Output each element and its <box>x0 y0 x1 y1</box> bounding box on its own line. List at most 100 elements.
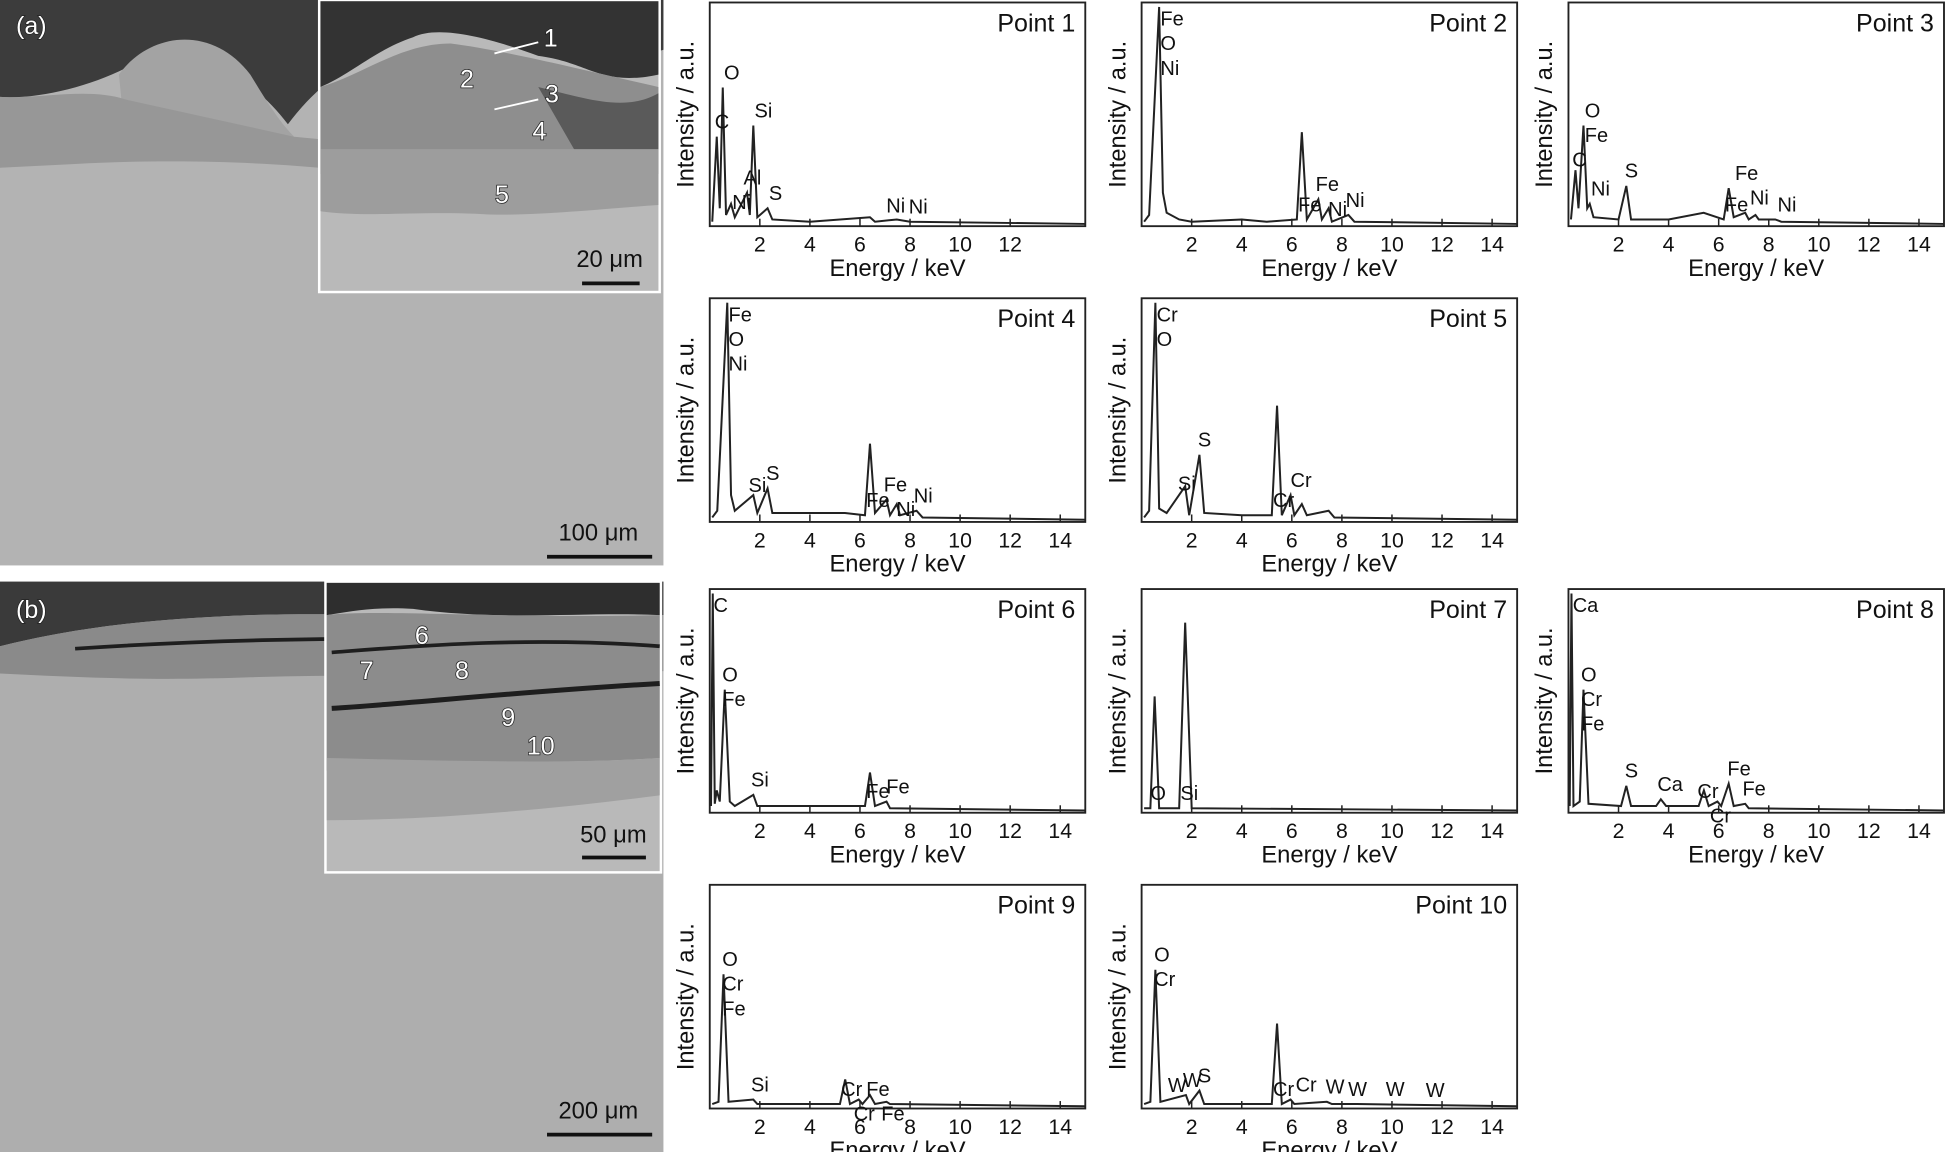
point-marker: 7 <box>360 657 374 685</box>
x-tick-label: 4 <box>804 1116 816 1139</box>
x-tick-label: 10 <box>1807 234 1831 257</box>
x-tick-label: 14 <box>1048 820 1072 843</box>
peak-label: O <box>722 665 738 687</box>
peak-label: C <box>1572 150 1586 172</box>
peak-label: O <box>1581 665 1597 687</box>
x-tick-label: 12 <box>998 820 1022 843</box>
x-tick-label: 10 <box>1380 820 1404 843</box>
point-marker: 10 <box>527 733 555 761</box>
spectrum-line <box>1143 6 1518 225</box>
x-tick-label: 12 <box>998 529 1022 552</box>
x-tick-label: 14 <box>1048 1116 1072 1139</box>
x-tick-label: 8 <box>904 529 916 552</box>
micrograph-b <box>0 580 664 1152</box>
plot-frame <box>1140 883 1519 1110</box>
y-axis-label: Intensity / a.u. <box>673 337 699 484</box>
x-tick-label: 10 <box>948 1116 972 1139</box>
chart-title: Point 4 <box>997 305 1075 333</box>
x-tick-label: 4 <box>804 529 816 552</box>
x-axis-label: Energy / keV <box>829 256 965 282</box>
chart-title: Point 7 <box>1429 596 1507 624</box>
y-axis-label: Intensity / a.u. <box>1105 337 1131 484</box>
y-axis-label: Intensity / a.u. <box>1532 41 1558 188</box>
plot-frame <box>1140 297 1519 523</box>
panel-label: (b) <box>16 596 47 624</box>
peak-label: Ni <box>732 192 751 214</box>
peak-label: Fe <box>729 304 752 326</box>
peak-label: O <box>1154 945 1170 967</box>
peak-label: S <box>1198 1065 1211 1087</box>
plot-frame <box>1140 588 1519 814</box>
x-tick-label: 6 <box>854 820 866 843</box>
x-tick-label: 8 <box>1763 234 1775 257</box>
plot-frame <box>708 297 1087 523</box>
peak-label: Si <box>755 100 773 122</box>
peak-label: S <box>1625 761 1638 783</box>
peak-label: W <box>1183 1070 1202 1092</box>
point-marker: 1 <box>544 24 558 52</box>
peak-label: Fe <box>722 689 745 711</box>
x-tick-label: 8 <box>1336 820 1348 843</box>
x-tick-label: 10 <box>948 234 972 257</box>
chart-title: Point 3 <box>1856 10 1934 38</box>
x-axis-label: Energy / keV <box>1688 256 1824 282</box>
peak-label: Ni <box>886 196 905 218</box>
y-axis-label: Intensity / a.u. <box>1105 923 1131 1070</box>
x-axis-label: Energy / keV <box>829 1138 965 1152</box>
peak-label: Cr <box>1273 1079 1294 1101</box>
peak-label: Si <box>1180 783 1198 805</box>
peak-label: Cr <box>841 1079 862 1101</box>
spectrum-line <box>711 974 1086 1108</box>
point-marker: 5 <box>495 181 509 209</box>
spectrum-line <box>1568 593 1945 812</box>
peak-label: Fe <box>1298 194 1321 216</box>
peak-label: Si <box>751 1074 769 1096</box>
x-tick-label: 6 <box>854 1116 866 1139</box>
x-tick-label: 14 <box>1907 234 1931 257</box>
x-tick-label: 10 <box>1380 529 1404 552</box>
x-tick-label: 6 <box>854 529 866 552</box>
peak-label: Fe <box>866 490 889 512</box>
peak-label: Fe <box>866 1079 889 1101</box>
peak-label: Cr <box>1697 781 1718 803</box>
x-tick-label: 6 <box>1286 1116 1298 1139</box>
plot-frame <box>708 588 1087 814</box>
peak-label: O <box>729 329 745 351</box>
x-tick-label: 10 <box>948 820 972 843</box>
x-tick-label: 2 <box>754 234 766 257</box>
peak-label: O <box>724 62 740 84</box>
x-axis-label: Energy / keV <box>1261 1138 1397 1152</box>
peak-label: Fe <box>1585 125 1608 147</box>
peak-label: Fe <box>884 474 907 496</box>
x-tick-label: 8 <box>1336 1116 1348 1139</box>
point-marker: 9 <box>501 704 515 732</box>
peak-label: O <box>1157 329 1173 351</box>
x-tick-label: 12 <box>998 234 1022 257</box>
peak-label: Cr <box>1710 806 1731 828</box>
peak-label: S <box>766 463 779 485</box>
x-tick-label: 12 <box>1430 234 1454 257</box>
x-tick-label: 8 <box>1763 820 1775 843</box>
peak-label: Cr <box>854 1104 875 1126</box>
x-tick-label: 10 <box>1807 820 1831 843</box>
peak-label: W <box>1426 1080 1445 1102</box>
peak-label: Fe <box>1316 174 1339 196</box>
spectrum-line <box>1143 969 1518 1108</box>
peak-label: Cr <box>1581 689 1602 711</box>
peak-label: Ni <box>1591 179 1610 201</box>
x-tick-label: 12 <box>1857 234 1881 257</box>
peak-label: Cr <box>1291 470 1312 492</box>
y-axis-label: Intensity / a.u. <box>1105 627 1131 774</box>
x-tick-label: 14 <box>1907 820 1931 843</box>
peak-label: Fe <box>1727 759 1750 781</box>
x-axis-label: Energy / keV <box>829 843 965 869</box>
x-tick-label: 4 <box>1663 234 1675 257</box>
spectrum-line <box>1569 125 1945 225</box>
spectrum-line <box>1144 622 1518 812</box>
peak-label: W <box>1386 1079 1405 1101</box>
chart-title: Point 5 <box>1429 305 1507 333</box>
x-tick-label: 2 <box>754 529 766 552</box>
peak-label: Ni <box>1160 58 1179 80</box>
chart-title: Point 6 <box>997 596 1075 624</box>
